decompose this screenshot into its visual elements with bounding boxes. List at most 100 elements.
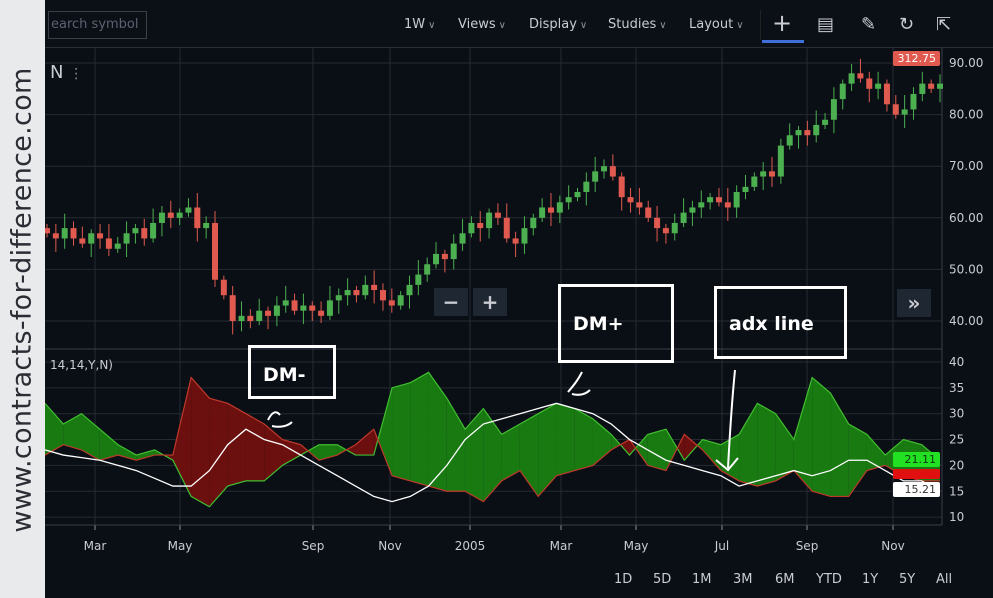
candle-up [583,181,590,192]
dm-plus-fill [556,403,575,476]
display-menu[interactable]: Display ∨ [529,17,587,32]
interval-label: 1W [404,17,426,32]
range-ytd[interactable]: YTD [816,572,842,587]
x-tick-label: May [168,539,193,553]
dm-plus-fill [337,444,347,456]
dm-plus-fill [410,372,429,487]
candle-down [645,207,652,218]
dm-plus-fill [775,413,794,481]
zoom-out-button[interactable]: − [434,288,468,316]
candle-down [309,305,316,311]
candle-up [521,228,528,244]
interval-dropdown[interactable]: 1W ∨ [404,17,435,32]
range-all[interactable]: All [936,572,953,587]
dm-minus-fill [300,444,309,456]
symbol-label[interactable]: N ⋮ [50,62,83,83]
symbol-text: N [50,62,64,83]
dm-plus-fill [501,424,520,481]
di-minus-tag [893,469,940,479]
candle-up [273,305,280,316]
dm-plus-fill [697,439,703,450]
candle-up [601,166,608,172]
zoom-in-button[interactable]: + [473,288,507,316]
x-tick-label: Sep [796,539,819,553]
candle-down [141,228,148,239]
candle-down [194,207,201,229]
refresh-icon[interactable]: ↻ [899,14,915,35]
candle-up [397,295,404,306]
indicator-tick-label: 10 [949,510,964,524]
price-tick-label: 70.00 [949,159,983,173]
range-3m[interactable]: 3M [733,572,753,587]
external-icon[interactable]: ⇱ [936,14,952,35]
layout-menu[interactable]: Layout ∨ [689,17,744,32]
range-1m[interactable]: 1M [692,572,712,587]
price-tick-label: 60.00 [949,211,983,225]
dm-plus-fill [647,429,667,471]
candle-up [680,212,687,223]
toolbar: earch symbol 1W ∨ Views ∨ Display ∨ Studies… [0,0,993,48]
candle-down [892,104,899,115]
candle-down [503,217,510,239]
dm-minus-fill [264,424,283,481]
candle-up [574,192,581,198]
candle-up [901,109,908,115]
x-tick-label: May [624,539,649,553]
candle-up [415,274,422,285]
dm-minus-fill [346,444,356,456]
adx-line [44,402,941,503]
price-tick-label: 90.00 [949,56,983,70]
watermark-text: www.contracts-for-difference.com [6,67,38,533]
candle-down [265,310,272,316]
candle-down [167,212,174,218]
candle-down [318,310,325,316]
dm-minus-fill [191,377,210,507]
candle-down [883,83,890,105]
search-input[interactable]: earch symbol [48,11,147,39]
studies-menu[interactable]: Studies ∨ [608,17,667,32]
candle-up [486,212,493,229]
candle-down [97,233,104,239]
candle-up [813,124,820,136]
candle-down [866,78,873,89]
dm-plus-fill [483,408,502,502]
candle-up [185,207,192,213]
more-icon[interactable]: ⋮ [69,66,84,82]
divider [760,10,761,40]
candle-down [715,197,722,203]
scroll-right-button[interactable]: » [897,289,931,317]
dm-plus-fill [377,387,393,476]
pencil-icon[interactable]: ✎ [861,14,877,35]
range-1d[interactable]: 1D [614,572,633,587]
indicator-tick-label: 35 [949,381,964,395]
candle-up [459,233,466,244]
candle-down [291,300,298,311]
candle-down [654,217,661,229]
candle-up [830,99,837,120]
candle-down [769,171,776,177]
candle-up [203,222,210,229]
dm-plus-fill [635,434,648,466]
candle-up [450,243,457,260]
dm-minus-fill [355,429,374,456]
candle-down [724,202,731,208]
dm-plus-fill [739,403,758,487]
range-6m[interactable]: 6M [775,572,795,587]
x-tick-label: Sep [302,539,325,553]
crosshair-icon[interactable]: + [772,9,793,37]
x-tick-label: Mar [84,539,107,553]
indicator-tick-label: 25 [949,433,964,447]
candle-down [618,176,625,198]
range-1y[interactable]: 1Y [862,572,879,587]
dm-plus-fill [866,434,886,471]
candle-up [848,73,855,84]
views-menu[interactable]: Views ∨ [458,17,506,32]
candle-down [379,290,386,301]
range-5y[interactable]: 5Y [899,572,916,587]
candle-down [477,222,484,229]
annotation-dm-minus: DM- [248,345,336,399]
comment-icon[interactable]: ▤ [817,14,835,35]
range-5d[interactable]: 5D [653,572,672,587]
candle-up [256,310,263,321]
dm-plus-fill [392,382,411,481]
